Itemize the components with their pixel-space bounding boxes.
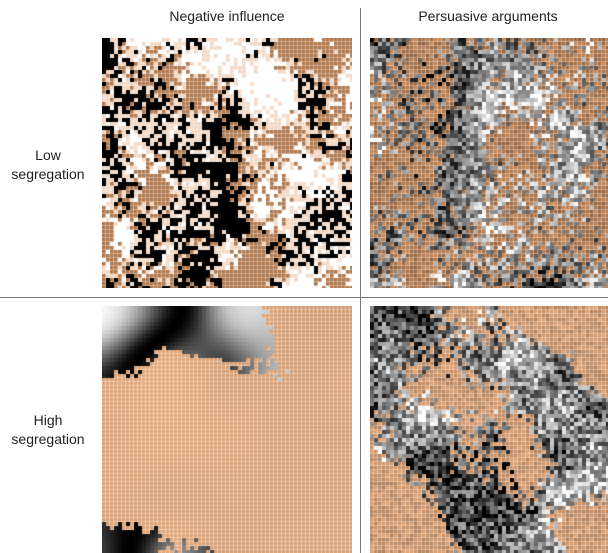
panel-low-segregation-negative-influence: [102, 38, 352, 288]
panel-high-segregation-negative-influence: [102, 306, 352, 553]
panel-low-segregation-persuasive-arguments: [370, 38, 608, 288]
vertical-divider: [360, 8, 361, 553]
row-label-line1: High: [33, 412, 63, 428]
column-title-persuasive-arguments: Persuasive arguments: [418, 8, 558, 24]
panel-high-segregation-persuasive-arguments: [370, 306, 608, 553]
row-label-line1: Low: [35, 147, 61, 163]
horizontal-divider: [0, 297, 608, 298]
row-label-low-segregation: Low segregation: [0, 146, 96, 184]
row-label-line2: segregation: [11, 431, 85, 447]
column-title-negative-influence: Negative influence: [169, 8, 285, 24]
row-label-line2: segregation: [11, 166, 85, 182]
row-label-high-segregation: High segregation: [0, 411, 96, 449]
